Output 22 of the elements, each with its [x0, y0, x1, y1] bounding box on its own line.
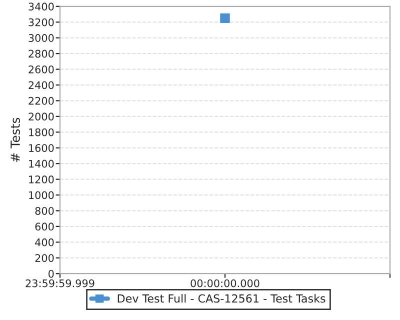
- y-tick-label: 2600: [28, 65, 54, 74]
- y-tick-label: 800: [35, 206, 54, 215]
- y-tick-label: 0: [48, 270, 54, 278]
- y-tick-label: 1000: [29, 191, 54, 200]
- y-tick-label: 1200: [29, 176, 54, 184]
- y-axis-title: # Tests: [10, 118, 20, 162]
- legend-label: Dev Test Full - CAS-12561 - Test Tasks: [118, 294, 326, 303]
- y-tick-label: 1600: [29, 144, 54, 152]
- y-tick-label: 2400: [28, 81, 54, 90]
- y-tick-label: 1800: [29, 128, 54, 136]
- y-tick-label: 1400: [29, 160, 54, 168]
- x-tick-label: 00:00:00.000: [190, 279, 260, 288]
- y-tick-label: 2200: [28, 96, 54, 105]
- y-tick-label: 3000: [28, 34, 54, 42]
- y-tick-label: 400: [35, 238, 54, 246]
- y-tick-label: 2000: [28, 112, 54, 121]
- y-tick-label: 600: [35, 222, 54, 231]
- y-tick-label: 3400: [28, 2, 54, 11]
- y-tick-label: 3200: [28, 18, 54, 26]
- y-tick-label: 200: [35, 254, 54, 262]
- y-tick-label: 2800: [28, 50, 54, 58]
- x-tick-label: 23:59:59.999: [26, 279, 94, 288]
